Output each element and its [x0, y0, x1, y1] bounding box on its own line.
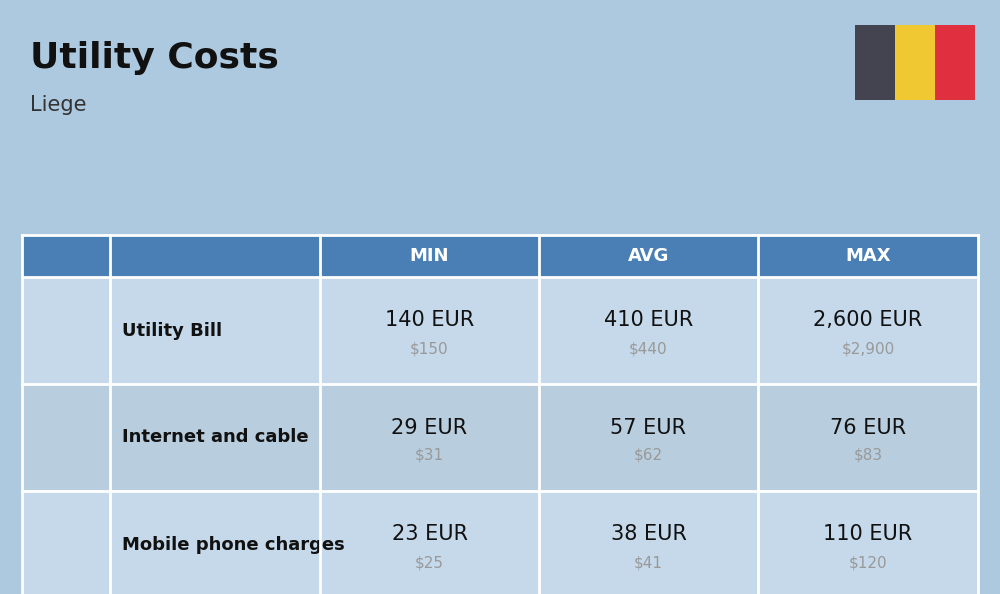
- Text: 110 EUR: 110 EUR: [823, 525, 913, 545]
- Text: $440: $440: [629, 341, 668, 356]
- Bar: [22, 384, 110, 491]
- Bar: [110, 384, 320, 491]
- Text: 76 EUR: 76 EUR: [830, 418, 906, 438]
- Text: 38 EUR: 38 EUR: [611, 525, 686, 545]
- Bar: [758, 384, 978, 491]
- Bar: [758, 491, 978, 594]
- Text: MAX: MAX: [845, 247, 891, 265]
- Bar: [110, 277, 320, 384]
- Text: 57 EUR: 57 EUR: [610, 418, 686, 438]
- Text: 410 EUR: 410 EUR: [604, 311, 693, 330]
- Bar: [895, 25, 935, 100]
- Text: $83: $83: [853, 448, 883, 463]
- Text: $62: $62: [634, 448, 663, 463]
- Bar: [539, 384, 758, 491]
- Text: Liege: Liege: [30, 95, 87, 115]
- Bar: [539, 491, 758, 594]
- Bar: [110, 491, 320, 594]
- Bar: [22, 491, 110, 594]
- Text: 140 EUR: 140 EUR: [385, 311, 474, 330]
- Text: AVG: AVG: [628, 247, 669, 265]
- Text: Internet and cable: Internet and cable: [122, 428, 309, 447]
- Text: $120: $120: [849, 555, 887, 570]
- Bar: [110, 235, 320, 277]
- Text: Mobile phone charges: Mobile phone charges: [122, 536, 345, 554]
- Text: $41: $41: [634, 555, 663, 570]
- Text: $31: $31: [415, 448, 444, 463]
- Bar: [935, 25, 975, 100]
- Text: Utility Bill: Utility Bill: [122, 321, 222, 340]
- Text: $150: $150: [410, 341, 449, 356]
- Text: $25: $25: [415, 555, 444, 570]
- Bar: [22, 235, 110, 277]
- Bar: [320, 235, 539, 277]
- Bar: [320, 491, 539, 594]
- Text: 23 EUR: 23 EUR: [392, 525, 468, 545]
- Text: MIN: MIN: [410, 247, 449, 265]
- Bar: [320, 277, 539, 384]
- Text: 2,600 EUR: 2,600 EUR: [813, 311, 923, 330]
- Bar: [758, 235, 978, 277]
- Text: 29 EUR: 29 EUR: [391, 418, 468, 438]
- Text: Utility Costs: Utility Costs: [30, 41, 279, 75]
- Bar: [320, 384, 539, 491]
- Bar: [758, 277, 978, 384]
- Text: $2,900: $2,900: [841, 341, 895, 356]
- Bar: [855, 25, 895, 100]
- Bar: [539, 277, 758, 384]
- Bar: [539, 235, 758, 277]
- Bar: [22, 277, 110, 384]
